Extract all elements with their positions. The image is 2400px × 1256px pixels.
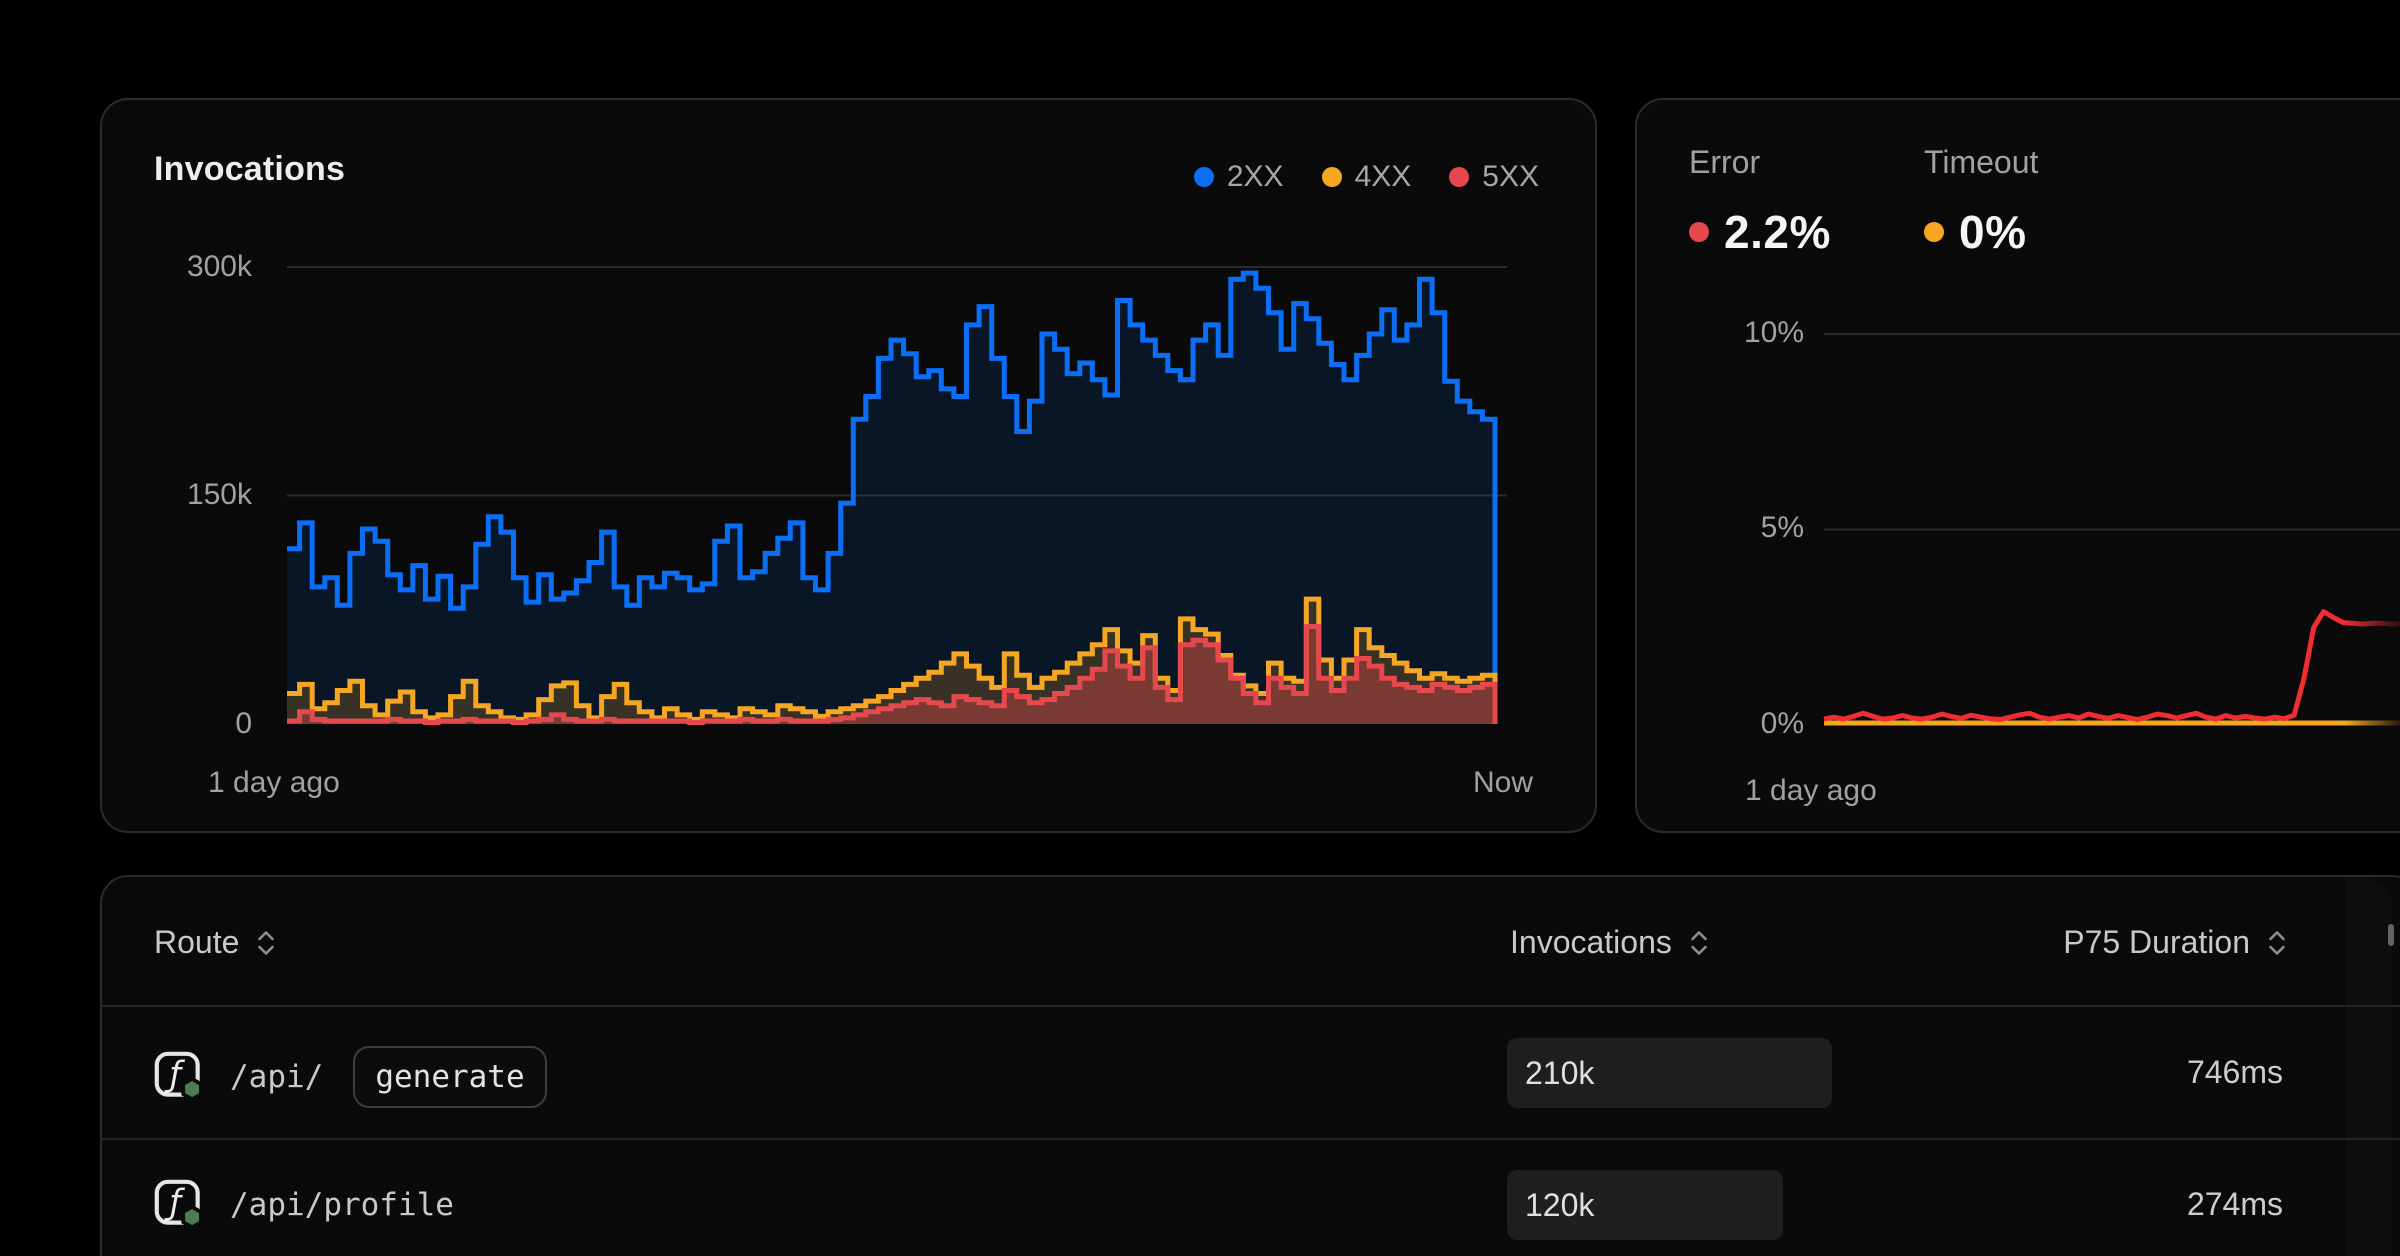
legend-item-5xx[interactable]: 5XX bbox=[1449, 160, 1539, 194]
x-label-1-day-ago: 1 day ago bbox=[208, 766, 340, 799]
routes-table-card: Route Invocations P75 Duration ƒ /api/ bbox=[100, 875, 2400, 1256]
svg-text:ƒ: ƒ bbox=[163, 1182, 185, 1221]
legend-dot-4xx-icon bbox=[1321, 167, 1342, 187]
x-label-1-day-ago: 1 day ago bbox=[1745, 774, 1877, 807]
y-tick-5pct: 5% bbox=[1760, 511, 1804, 544]
invocations-header-label: Invocations bbox=[1510, 924, 1672, 960]
x-label-now: Now bbox=[1472, 766, 1533, 799]
route-path: /api/ bbox=[230, 1059, 324, 1095]
legend-label-4xx: 4XX bbox=[1354, 160, 1412, 193]
invocations-value: 210k bbox=[1525, 1054, 1595, 1091]
invocations-card: Invocations 2XX 4XX 5XX 300k 150k 0 1 da… bbox=[100, 98, 1597, 833]
error-stat: Error 2.2% bbox=[1689, 144, 1831, 259]
invocations-title: Invocations bbox=[154, 150, 346, 188]
legend-item-2xx[interactable]: 2XX bbox=[1193, 160, 1284, 194]
column-header-invocations[interactable]: Invocations bbox=[1510, 924, 1710, 961]
error-label: Error bbox=[1689, 144, 1761, 180]
p75-duration-value: 746ms bbox=[2186, 1054, 2283, 1090]
route-param-pill[interactable]: generate bbox=[353, 1046, 547, 1108]
route-header-label: Route bbox=[154, 924, 240, 960]
sort-icon bbox=[2269, 930, 2285, 955]
invocations-bar: 210k bbox=[1507, 1038, 1832, 1108]
svg-text:ƒ: ƒ bbox=[163, 1054, 185, 1093]
p75-header-label: P75 Duration bbox=[2063, 924, 2250, 960]
error-value: 2.2% bbox=[1724, 206, 1831, 258]
y-tick-150k: 150k bbox=[186, 478, 252, 511]
timeout-value: 0% bbox=[1959, 206, 2027, 258]
timeout-label: Timeout bbox=[1924, 144, 2039, 180]
column-header-route[interactable]: Route bbox=[154, 924, 277, 961]
sort-icon bbox=[1691, 930, 1707, 955]
invocations-legend: 2XX 4XX 5XX bbox=[1193, 160, 1539, 194]
y-tick-0pct: 0% bbox=[1760, 707, 1804, 740]
y-tick-300k: 300k bbox=[186, 250, 252, 283]
p75-duration-value: 274ms bbox=[2186, 1186, 2283, 1222]
column-header-p75-duration[interactable]: P75 Duration bbox=[2063, 924, 2288, 961]
route-path: /api/profile bbox=[230, 1187, 454, 1223]
legend-label-2xx: 2XX bbox=[1226, 160, 1284, 193]
row-separator bbox=[102, 1138, 2400, 1140]
sort-icon bbox=[258, 930, 275, 955]
function-node-icon: ƒ bbox=[154, 1179, 203, 1230]
error-dot-icon bbox=[1689, 222, 1709, 242]
table-scrollbar-thumb[interactable] bbox=[2388, 924, 2394, 946]
invocations-chart[interactable] bbox=[102, 100, 1599, 835]
invocations-value: 120k bbox=[1525, 1186, 1595, 1223]
function-node-icon: ƒ bbox=[154, 1051, 203, 1102]
legend-dot-5xx-icon bbox=[1449, 167, 1470, 187]
timeout-dot-icon bbox=[1924, 222, 1944, 242]
header-separator bbox=[102, 1005, 2400, 1007]
error-rate-chart[interactable] bbox=[1637, 100, 2400, 835]
table-scrollbar-track[interactable] bbox=[2346, 879, 2392, 1256]
legend-label-5xx: 5XX bbox=[1482, 160, 1539, 193]
legend-item-4xx[interactable]: 4XX bbox=[1321, 160, 1412, 194]
legend-dot-2xx-icon bbox=[1193, 167, 1214, 187]
error-rate-card: Error 2.2% Timeout 0% 10% 5% 0% 1 day ag… bbox=[1635, 98, 2400, 833]
invocations-bar: 120k bbox=[1507, 1170, 1783, 1240]
timeout-stat: Timeout 0% bbox=[1924, 144, 2038, 259]
y-tick-0: 0 bbox=[235, 707, 252, 740]
y-tick-10pct: 10% bbox=[1743, 316, 1804, 349]
